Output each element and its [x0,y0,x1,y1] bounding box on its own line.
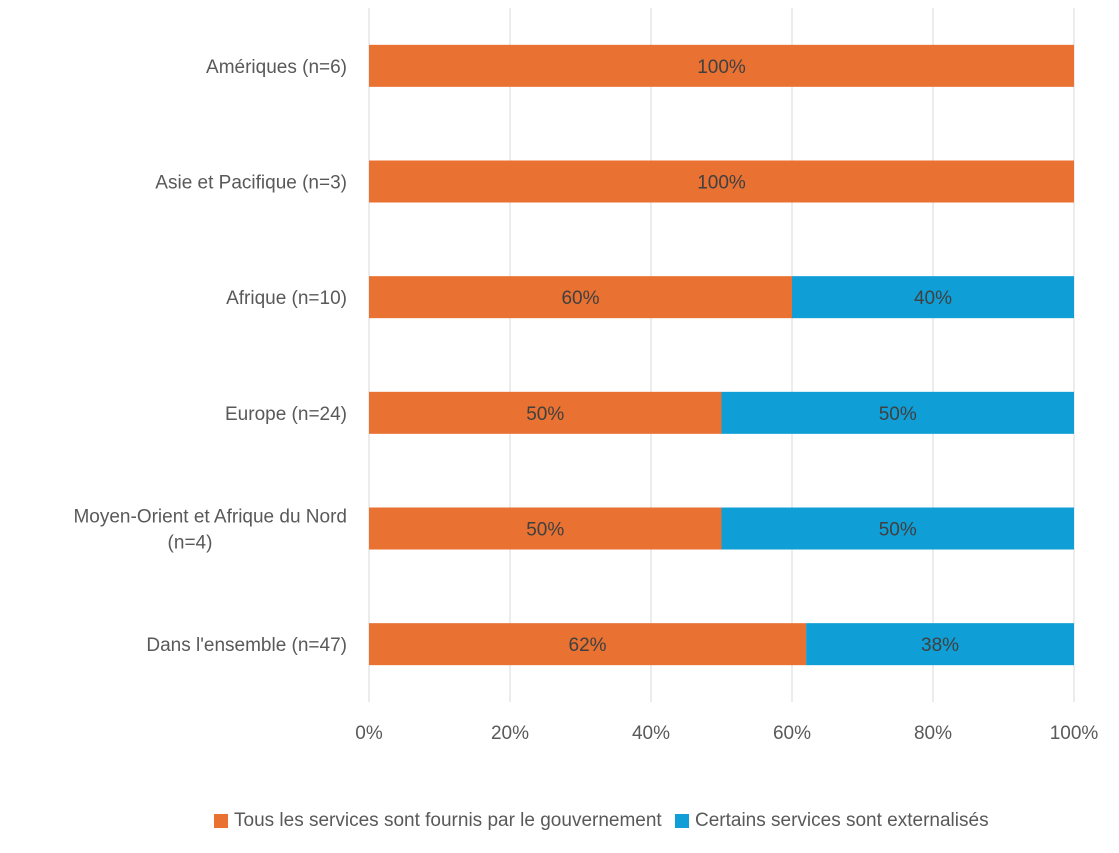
bar-segment [369,507,722,550]
data-label: 50% [879,404,917,425]
legend-swatch-outsourced [675,814,689,828]
bar-segment [369,391,722,434]
legend-item-outsourced: Certains services sont externalisés [675,810,989,832]
stacked-bar-chart: 100% 100% 60% 40% 50% 50% 50% 50% 62% 38% Amériqu… [73,8,1098,744]
bar-segment [369,160,1074,203]
bar-segment [792,276,1074,319]
bar-segment [369,44,1074,87]
bar-segment [721,391,1074,434]
bar-segment [369,623,807,666]
data-label: 62% [569,635,607,656]
data-label: 60% [561,288,599,309]
x-tick-labels: 0% 20% 40% 60% 80% 100% [355,723,1098,744]
data-label: 50% [526,404,564,425]
category-label: Europe (n=24) [225,404,347,425]
data-labels: 100% 100% 60% 40% 50% 50% 50% 50% 62% 38% [526,57,959,656]
category-labels: Amériques (n=6) Asie et Pacifique (n=3) Af… [73,57,347,656]
x-tick-label: 60% [773,723,811,744]
legend-label-outsourced: Certains services sont externalisés [695,810,989,831]
category-label: Dans l'ensemble (n=47) [146,635,347,656]
x-tick-label: 20% [491,723,529,744]
x-tick-label: 0% [355,723,383,744]
legend: Tous les services sont fournis par le go… [0,810,1119,840]
data-label: 50% [526,520,564,541]
legend-swatch-government [214,814,228,828]
bar-segment [369,276,792,319]
data-label: 40% [914,288,952,309]
category-label: Afrique (n=10) [226,288,347,309]
legend-item-government: Tous les services sont fournis par le go… [214,810,662,832]
x-tick-label: 80% [914,723,952,744]
x-tick-label: 40% [632,723,670,744]
category-label: Amériques (n=6) [206,57,347,78]
bar-segment [806,623,1074,666]
data-label: 38% [921,635,959,656]
data-label: 100% [697,57,746,78]
legend-label-government: Tous les services sont fournis par le go… [234,810,662,831]
data-label: 100% [697,173,746,194]
category-label: Asie et Pacifique (n=3) [155,173,347,194]
category-label: Moyen-Orient et Afrique du Nord (n=4) [73,507,347,554]
x-tick-label: 100% [1050,723,1099,744]
bars [369,44,1074,666]
bar-segment [721,507,1074,550]
grid-lines [368,8,1075,702]
data-label: 50% [879,520,917,541]
